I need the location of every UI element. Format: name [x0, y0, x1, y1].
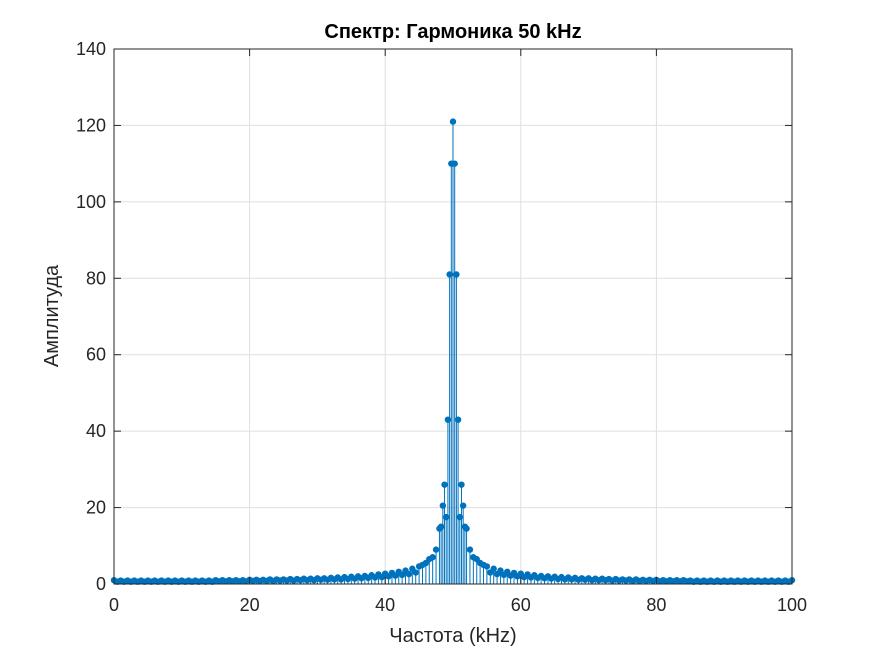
- stem-point: [490, 565, 497, 584]
- stem-marker: [463, 525, 470, 532]
- y-tick-label: 60: [86, 345, 106, 365]
- stem-marker: [490, 565, 497, 572]
- stem-marker: [453, 271, 460, 278]
- y-tick-label: 120: [76, 115, 106, 135]
- stem-point: [444, 416, 452, 584]
- stem-marker: [439, 502, 447, 509]
- x-tick-label: 60: [511, 595, 531, 615]
- stem-point: [405, 570, 413, 584]
- stem-marker: [405, 570, 413, 578]
- stem-marker: [459, 502, 467, 509]
- plot-area-frame: [113, 48, 793, 585]
- x-tick-label: 80: [646, 595, 666, 615]
- stem-point: [429, 554, 436, 584]
- x-tick-label: 0: [109, 595, 119, 615]
- stem-point: [448, 160, 455, 584]
- y-tick-label: 20: [86, 498, 106, 518]
- stem-marker: [444, 416, 452, 423]
- stem-point: [463, 525, 470, 584]
- stem-point: [451, 160, 458, 584]
- stem-point: [454, 416, 462, 584]
- x-tick-label: 40: [375, 595, 395, 615]
- stem-point: [453, 271, 460, 584]
- x-tick-labels: 0 20 40 60 80 100: [109, 595, 807, 615]
- stem-point: [449, 118, 457, 584]
- stem-point: [446, 271, 453, 584]
- y-tick-label: 0: [96, 574, 106, 594]
- stem-point: [461, 523, 469, 584]
- stem-marker: [466, 546, 474, 553]
- y-tick-label: 100: [76, 192, 106, 212]
- y-tick-labels: 0 20 40 60 80 100 120 140: [76, 39, 106, 594]
- stem-marker: [483, 563, 491, 570]
- y-axis-title: Амплитуда: [41, 264, 63, 367]
- axis-ticks: [113, 48, 793, 585]
- stem-marker: [456, 513, 463, 521]
- stem-marker: [441, 481, 448, 488]
- stem-point: [437, 523, 445, 584]
- x-tick-label: 20: [240, 595, 260, 615]
- stem-marker: [412, 569, 419, 576]
- stem-point: [436, 525, 443, 584]
- stem-point: [422, 559, 430, 584]
- stem-point: [412, 569, 419, 584]
- stem-point: [441, 481, 448, 584]
- stem-point: [459, 502, 467, 584]
- stem-point: [483, 563, 491, 584]
- stem-marker: [429, 554, 436, 561]
- y-tick-label: 140: [76, 39, 106, 59]
- stem-point: [466, 546, 474, 584]
- y-tick-label: 80: [86, 268, 106, 288]
- stem-series: [110, 118, 796, 585]
- stem-marker: [451, 160, 458, 167]
- stem-marker: [458, 481, 465, 488]
- x-tick-label: 100: [777, 595, 807, 615]
- stem-point: [458, 481, 465, 584]
- y-tick-label: 40: [86, 421, 106, 441]
- stem-point: [432, 546, 440, 584]
- stem-marker: [443, 513, 450, 521]
- stem-marker: [454, 416, 462, 423]
- stem-marker: [449, 118, 457, 125]
- stem-point: [456, 513, 463, 584]
- x-axis-title: Частота (kHz): [389, 625, 516, 647]
- chart-title: Спектр: Гармоника 50 kHz: [324, 21, 581, 43]
- stem-marker: [446, 271, 453, 278]
- stem-marker: [432, 546, 440, 553]
- stem-marker: [437, 523, 445, 530]
- stem-point: [443, 513, 450, 584]
